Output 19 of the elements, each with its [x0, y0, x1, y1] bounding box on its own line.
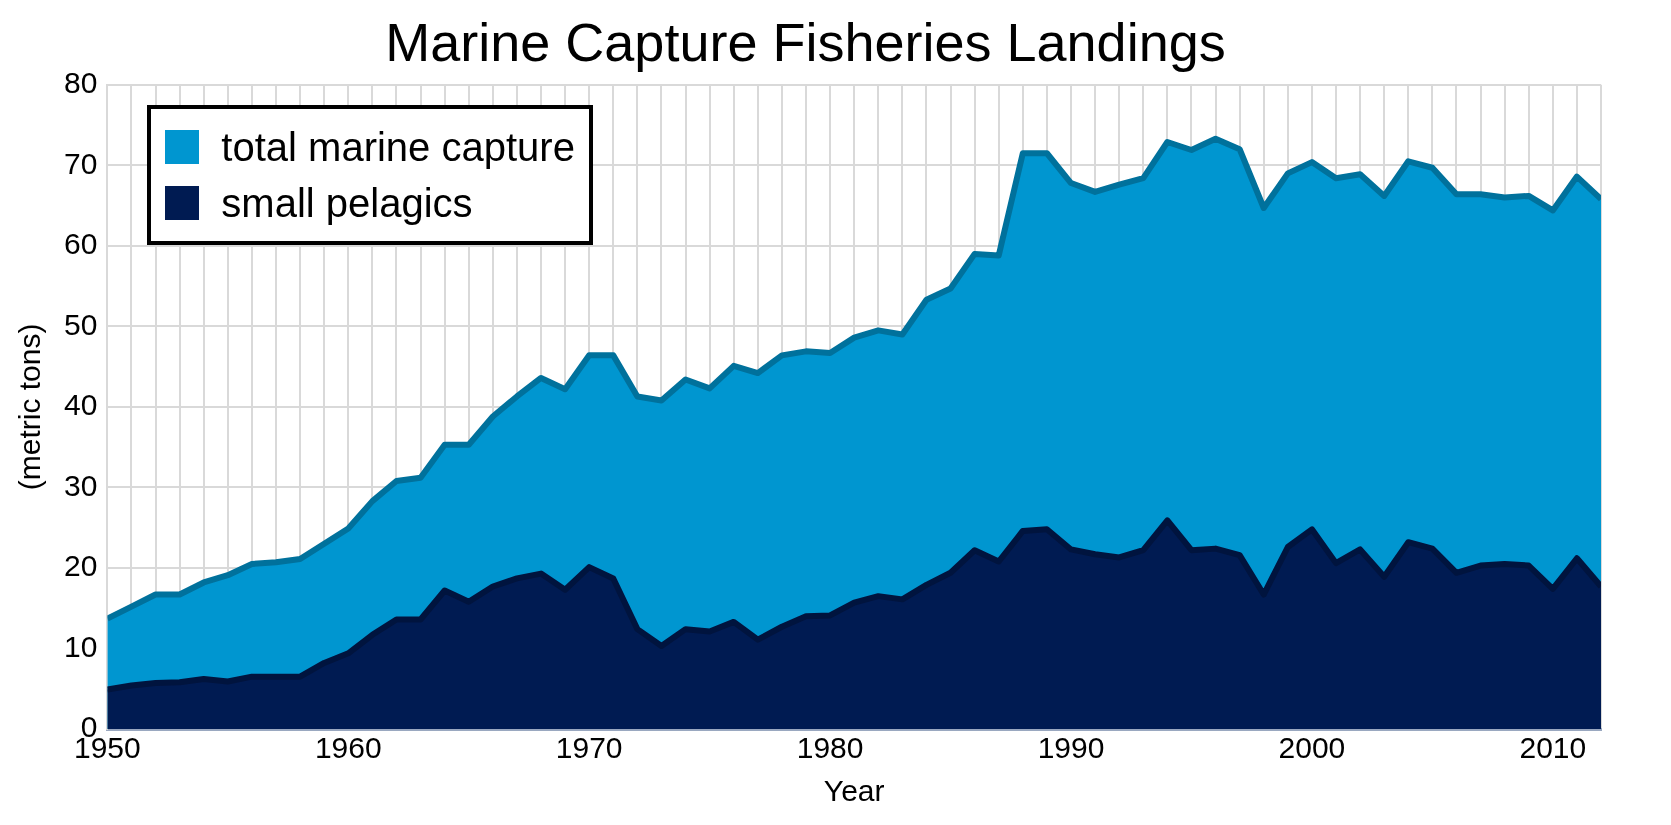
y-tick-label: 40	[63, 388, 98, 422]
y-tick-label: 10	[63, 629, 98, 663]
x-tick-label: 1960	[314, 731, 382, 765]
x-axis-title: Year	[823, 774, 885, 808]
legend-label: total marine capture	[221, 123, 575, 171]
y-axis-title: (metric tons)	[13, 323, 47, 491]
x-tick-label: 1970	[555, 731, 623, 765]
x-tick-label: 2010	[1519, 731, 1587, 765]
y-tick-label: 60	[63, 227, 98, 261]
x-tick-label: 2000	[1278, 731, 1346, 765]
legend-label: small pelagics	[221, 179, 473, 227]
y-tick-label: 30	[63, 468, 98, 502]
chart-title: Marine Capture Fisheries Landings	[385, 12, 1226, 73]
y-tick-label: 50	[63, 307, 98, 341]
y-tick-label: 70	[63, 146, 98, 180]
x-tick-label: 1980	[796, 731, 864, 765]
x-tick-label: 1990	[1037, 731, 1105, 765]
y-tick-label: 20	[63, 549, 98, 583]
y-tick-label: 80	[63, 66, 98, 100]
